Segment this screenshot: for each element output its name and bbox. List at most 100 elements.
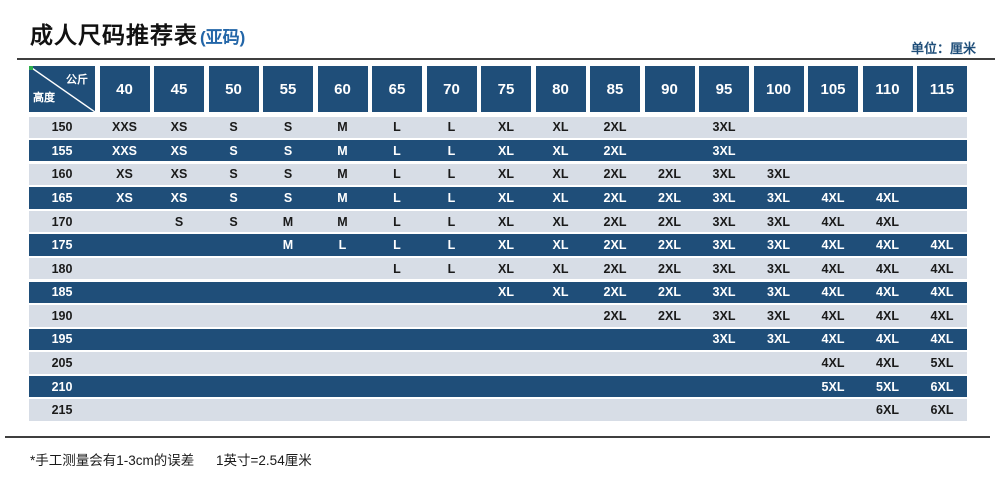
size-cell [917,140,967,161]
size-cell: 3XL [712,190,736,205]
table-row-175: 175 M L L L XL XL 2XL 2XL 3XL 3XL 4XL 4XL 4XL [29,234,967,256]
size-cell [318,305,368,326]
size-cell: 6XL [930,379,954,394]
size-cell: 2XL [603,285,627,300]
size-cell [754,376,804,397]
size-cell: XL [552,261,569,276]
size-cell [536,376,586,397]
size-cell [536,329,586,350]
size-cell: 3XL [712,332,736,347]
weight-header-65: 65 [372,66,422,112]
height-label: 170 [51,214,73,229]
size-cell: M [337,190,348,205]
size-cell [154,399,204,420]
size-cell [645,329,695,350]
size-cell: 2XL [603,238,627,253]
size-cell: 2XL [658,190,681,205]
size-cell [590,376,640,397]
top-divider [17,58,995,60]
size-cell: 4XL [876,285,899,300]
height-label: 150 [51,120,73,135]
size-cell: 4XL [930,308,954,323]
size-cell [100,329,150,350]
size-cell: 5XL [821,379,845,394]
weight-header-85: 85 [590,66,640,112]
size-cell [699,399,749,420]
size-cell: 4XL [821,332,845,347]
weight-header-60: 60 [317,66,368,112]
table-row-205: 205 4XL 4XL 5XL [29,352,967,374]
size-cell [263,399,313,420]
size-cell [590,399,640,420]
size-cell: S [283,190,293,205]
size-cell [263,376,313,397]
size-cell: L [338,238,347,253]
size-cell: 4XL [821,214,845,229]
size-cell: 3XL [767,238,790,253]
size-cell: 3XL [712,261,736,276]
size-cell: XL [552,120,569,135]
size-cell: 2XL [603,167,627,182]
size-cell [645,140,695,161]
size-cell: 4XL [876,355,899,370]
size-cell: 4XL [876,332,899,347]
size-cell: 5XL [876,379,899,394]
size-cell: 3XL [767,214,790,229]
size-cell: 4XL [821,261,845,276]
size-cell [699,376,749,397]
size-cell: 4XL [930,238,954,253]
size-cell: XL [552,214,569,229]
size-cell [100,211,150,232]
size-cell [427,352,477,373]
size-table: 公斤 高度 40 45 50 55 60 65 70 75 80 85 90 95 100 105 110 1… [29,66,967,421]
size-cell [318,352,368,373]
size-cell: S [229,143,238,158]
size-cell: S [229,214,238,229]
size-cell [100,234,150,255]
table-row-180: 180 L L XL XL 2XL 2XL 3XL 3XL 4XL 4XL 4XL [29,257,967,280]
height-label: 195 [51,332,73,347]
size-cell [209,305,259,326]
size-cell: XS [116,167,133,182]
footnote: *手工测量会有1-3cm的误差 1英寸=2.54厘米 [30,449,312,469]
size-cell: L [447,120,456,135]
table-row-195: 195 3XL 3XL 4XL 4XL 4XL [29,328,967,351]
size-cell [645,376,695,397]
size-cell: 4XL [821,285,845,300]
size-cell: 4XL [876,190,899,205]
size-cell [863,164,913,185]
size-cell [154,305,204,326]
weight-header-75: 75 [481,66,531,112]
size-cell [209,399,259,420]
size-cell: 3XL [767,308,790,323]
height-label: 175 [51,238,73,253]
size-cell: L [447,190,456,205]
size-cell [590,329,640,350]
height-label: 205 [51,355,73,370]
size-cell [808,117,858,138]
size-cell [100,376,150,397]
size-cell: 4XL [821,308,845,323]
table-row-190: 190 2XL 2XL 3XL 3XL 4XL 4XL 4XL [29,305,967,327]
size-cell: 3XL [767,332,790,347]
size-cell: L [393,214,401,229]
size-cell [318,399,368,420]
size-cell: 2XL [603,190,627,205]
size-cell: 4XL [876,261,899,276]
table-row-210: 210 5XL 5XL 6XL [29,375,967,398]
size-cell [863,140,913,161]
size-cell: XL [498,261,514,276]
weight-header-55: 55 [263,66,313,112]
size-cell: XL [498,143,514,158]
size-cell [209,329,259,350]
size-cell: 4XL [930,332,954,347]
size-cell: 2XL [658,167,681,182]
size-cell: XL [552,167,569,182]
bottom-divider [5,436,990,438]
size-cell: XL [552,285,569,300]
size-cell: 3XL [712,285,736,300]
size-cell [917,187,967,208]
weight-header-95: 95 [699,66,749,112]
table-row-185: 185 XL XL 2XL 2XL 3XL 3XL 4XL 4XL 4XL [29,281,967,303]
height-label: 185 [51,285,73,300]
